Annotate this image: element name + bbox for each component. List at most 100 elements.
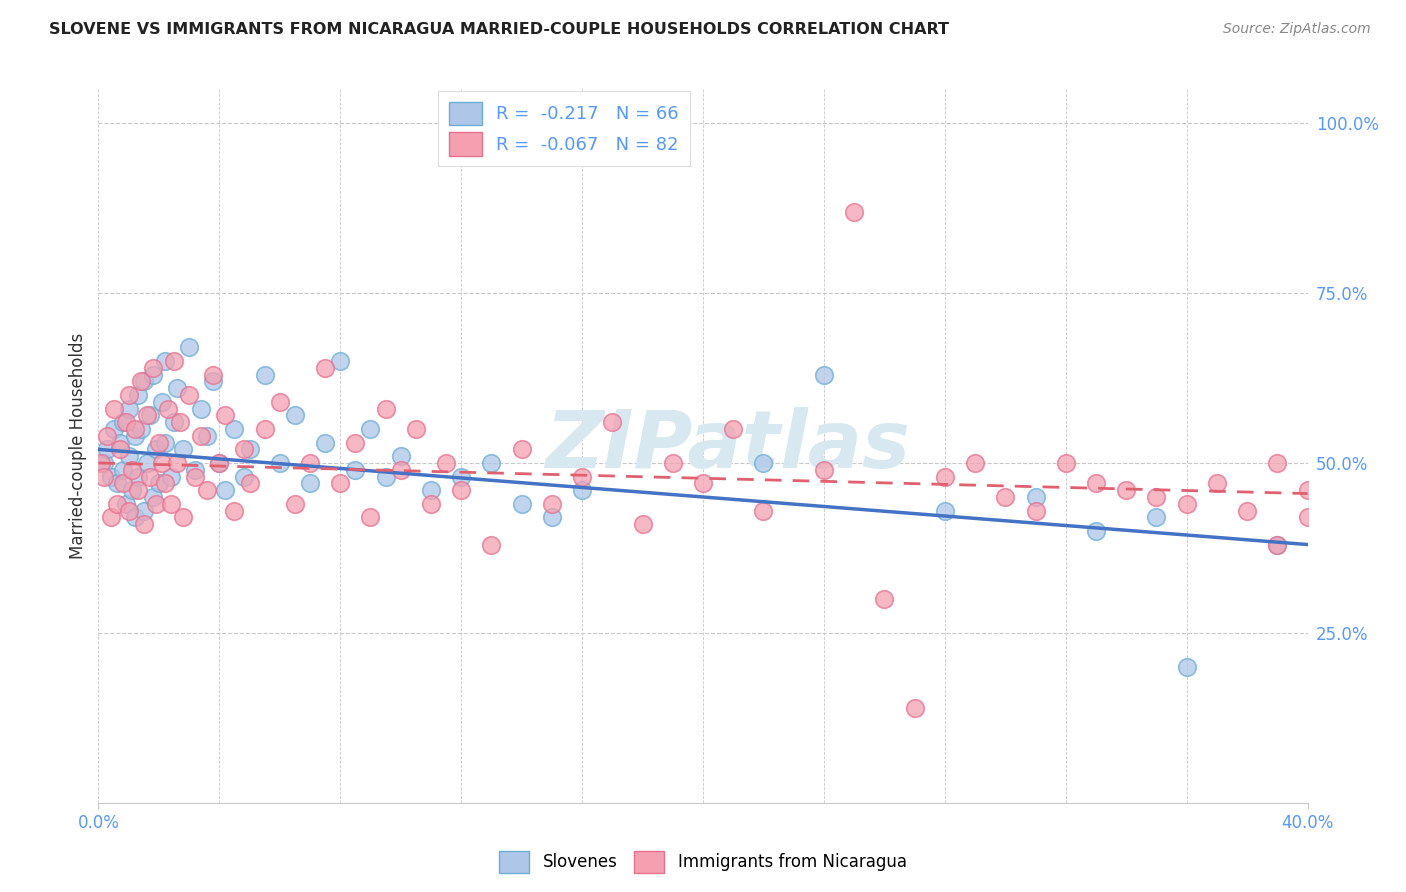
Point — [166, 456, 188, 470]
Point — [1024, 503, 1046, 517]
Point — [148, 435, 170, 450]
Point — [434, 456, 457, 470]
Point — [184, 463, 207, 477]
Point — [93, 456, 115, 470]
Text: Source: ZipAtlas.com: Source: ZipAtlas.com — [1223, 22, 1371, 37]
Point — [1024, 490, 1046, 504]
Point — [153, 435, 176, 450]
Point — [96, 429, 118, 443]
Point — [90, 456, 112, 470]
Point — [111, 476, 134, 491]
Point — [813, 463, 835, 477]
Point — [114, 497, 136, 511]
Point — [314, 360, 336, 375]
Point — [1296, 483, 1319, 498]
Point — [1115, 483, 1137, 498]
Point — [127, 469, 149, 483]
Point — [135, 456, 157, 470]
Point — [374, 401, 396, 416]
Point — [139, 469, 162, 483]
Point — [179, 388, 201, 402]
Point — [127, 483, 149, 498]
Point — [752, 456, 775, 470]
Point — [142, 368, 165, 382]
Point — [571, 469, 593, 483]
Point — [1054, 456, 1077, 470]
Point — [284, 409, 307, 423]
Point — [184, 469, 207, 483]
Point — [172, 442, 194, 457]
Point — [1206, 476, 1229, 491]
Point — [224, 503, 246, 517]
Point — [1175, 660, 1198, 674]
Point — [172, 510, 194, 524]
Point — [239, 442, 262, 457]
Point — [329, 354, 352, 368]
Point — [156, 401, 179, 416]
Point — [118, 401, 141, 416]
Point — [132, 375, 155, 389]
Point — [389, 463, 412, 477]
Point — [135, 409, 157, 423]
Point — [160, 469, 183, 483]
Point — [284, 497, 307, 511]
Point — [232, 469, 254, 483]
Point — [269, 456, 291, 470]
Point — [813, 368, 835, 382]
Text: SLOVENE VS IMMIGRANTS FROM NICARAGUA MARRIED-COUPLE HOUSEHOLDS CORRELATION CHART: SLOVENE VS IMMIGRANTS FROM NICARAGUA MAR… — [49, 22, 949, 37]
Point — [723, 422, 745, 436]
Point — [344, 463, 367, 477]
Point — [389, 449, 412, 463]
Point — [163, 354, 186, 368]
Point — [129, 422, 152, 436]
Point — [224, 422, 246, 436]
Point — [208, 456, 231, 470]
Point — [139, 409, 162, 423]
Point — [105, 476, 128, 491]
Point — [124, 429, 146, 443]
Point — [153, 354, 176, 368]
Point — [1267, 537, 1289, 551]
Point — [253, 422, 276, 436]
Point — [150, 394, 173, 409]
Point — [202, 375, 225, 389]
Point — [360, 422, 382, 436]
Point — [108, 435, 131, 450]
Y-axis label: Married-couple Households: Married-couple Households — [69, 333, 87, 559]
Legend: R =  -0.217   N = 66, R =  -0.067   N = 82: R = -0.217 N = 66, R = -0.067 N = 82 — [439, 91, 689, 167]
Text: ZIPatlas: ZIPatlas — [544, 407, 910, 485]
Point — [344, 435, 367, 450]
Point — [121, 483, 143, 498]
Point — [100, 510, 122, 524]
Point — [405, 422, 427, 436]
Point — [450, 483, 472, 498]
Point — [965, 456, 987, 470]
Point — [994, 490, 1017, 504]
Point — [118, 388, 141, 402]
Point — [124, 510, 146, 524]
Point — [420, 483, 443, 498]
Point — [96, 442, 118, 457]
Point — [142, 360, 165, 375]
Point — [631, 517, 654, 532]
Point — [132, 517, 155, 532]
Point — [127, 388, 149, 402]
Point — [121, 463, 143, 477]
Point — [190, 401, 212, 416]
Point — [195, 429, 218, 443]
Point — [1144, 490, 1167, 504]
Point — [420, 497, 443, 511]
Point — [904, 700, 927, 714]
Point — [1175, 497, 1198, 511]
Point — [299, 476, 322, 491]
Point — [540, 510, 562, 524]
Point — [163, 415, 186, 429]
Point — [269, 394, 291, 409]
Point — [934, 503, 956, 517]
Point — [118, 449, 141, 463]
Point — [166, 381, 188, 395]
Point — [105, 497, 128, 511]
Point — [232, 442, 254, 457]
Point — [100, 469, 122, 483]
Point — [1267, 537, 1289, 551]
